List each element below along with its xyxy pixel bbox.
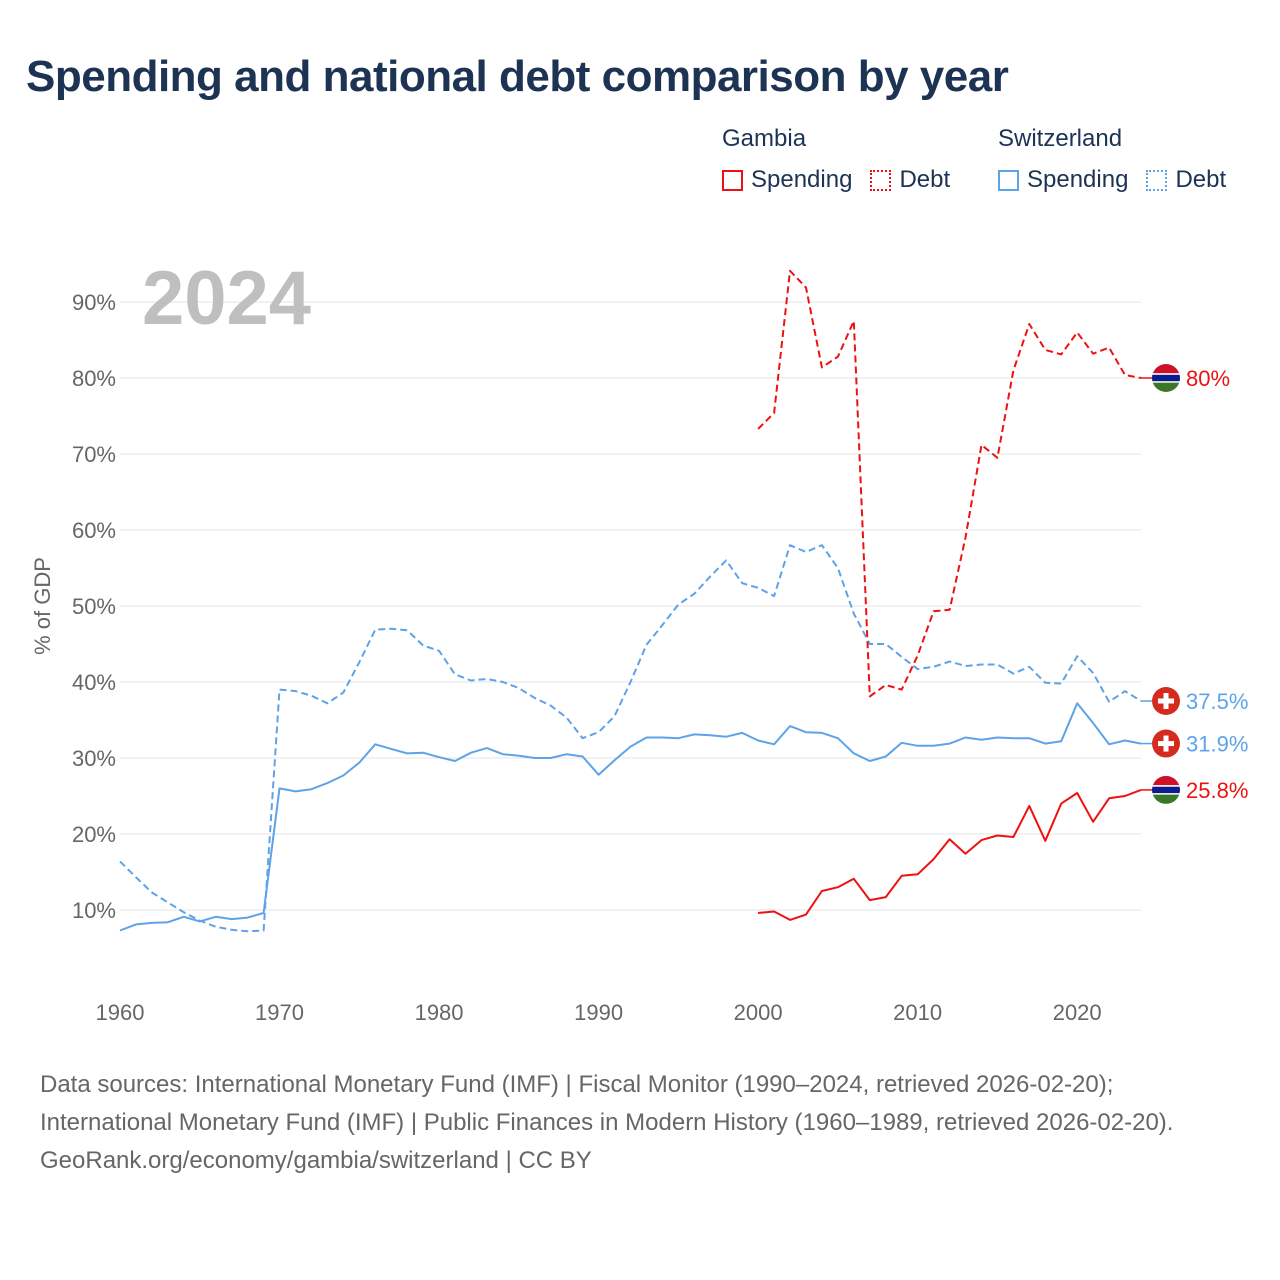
x-tick-label: 1990 <box>574 1000 623 1025</box>
y-axis-label: % of GDP <box>30 557 55 655</box>
x-tick-label: 1970 <box>255 1000 304 1025</box>
legend-group-switzerland: Switzerland Spending Debt <box>998 124 1226 194</box>
series-lines <box>119 269 1142 933</box>
y-tick-label: 80% <box>72 366 116 391</box>
end-label-switzerland-debt: 37.5% <box>1186 689 1248 714</box>
switzerland-flag-icon <box>1152 687 1180 715</box>
y-tick-label: 70% <box>72 442 116 467</box>
data-sources: Data sources: International Monetary Fun… <box>40 1071 1174 1136</box>
y-tick-label: 40% <box>72 670 116 695</box>
legend-item-switzerland-spending[interactable]: Spending <box>998 166 1128 194</box>
series-line-switzerland-spending[interactable] <box>119 702 1142 932</box>
series-line-switzerland-debt[interactable] <box>119 544 1142 933</box>
legend-swatch-dotted <box>870 169 892 191</box>
series-end-markers: 31.9% 37.5% 25.8% 80% <box>1141 364 1248 804</box>
legend-swatch-solid <box>998 169 1019 191</box>
y-axis-ticks: 10% 20% 30% 40% 50% 60% 70% 80% 90% <box>72 290 116 923</box>
legend-swatch-dotted <box>1146 169 1168 191</box>
grid-lines <box>120 301 1141 911</box>
y-tick-label: 50% <box>72 594 116 619</box>
legend-item-gambia-spending[interactable]: Spending <box>722 166 852 194</box>
x-tick-label: 1960 <box>96 1000 145 1025</box>
y-tick-label: 60% <box>72 518 116 543</box>
legend-item-label: Spending <box>1027 166 1129 193</box>
legend-item-gambia-debt[interactable]: Debt <box>870 166 950 194</box>
gambia-flag-icon <box>1152 364 1180 392</box>
switzerland-flag-icon <box>1152 729 1180 758</box>
y-tick-label: 30% <box>72 746 116 771</box>
legend-swatch-solid <box>722 169 743 191</box>
y-tick-label: 20% <box>72 822 116 847</box>
x-tick-label: 2020 <box>1053 1000 1102 1025</box>
end-label-gambia-spending: 25.8% <box>1186 778 1248 803</box>
legend-item-label: Spending <box>751 166 853 193</box>
footer: Data sources: International Monetary Fun… <box>40 1066 1240 1180</box>
chart-title: Spending and national debt comparison by… <box>26 52 1009 101</box>
y-tick-label: 10% <box>72 898 116 923</box>
legend-group-name: Switzerland <box>998 125 1123 152</box>
legend-item-label: Debt <box>899 166 951 193</box>
x-axis-ticks: 1960 1970 1980 1990 2000 2010 2020 <box>96 1000 1102 1025</box>
end-label-gambia-debt: 80% <box>1186 366 1230 391</box>
gambia-flag-icon <box>1152 775 1180 804</box>
legend-item-label: Debt <box>1175 166 1227 193</box>
x-tick-label: 1980 <box>415 1000 464 1025</box>
series-line-gambia-debt[interactable] <box>757 269 1142 698</box>
y-tick-label: 90% <box>72 290 116 315</box>
credit-link[interactable]: GeoRank.org/economy/gambia/switzerland |… <box>40 1147 592 1174</box>
x-tick-label: 2010 <box>893 1000 942 1025</box>
end-label-switzerland-spending: 31.9% <box>1186 732 1248 757</box>
legend-group-gambia: Gambia Spending Debt <box>722 124 950 194</box>
series-line-gambia-spending[interactable] <box>758 788 1142 921</box>
line-chart: 10% 20% 30% 40% 50% 60% 70% 80% 90% 1960 1970 1980… <box>30 256 1248 1025</box>
legend-group-name: Gambia <box>722 125 807 152</box>
legend-item-switzerland-debt[interactable]: Debt <box>1146 166 1226 194</box>
year-watermark: 2024 <box>142 256 311 341</box>
x-tick-label: 2000 <box>734 1000 783 1025</box>
